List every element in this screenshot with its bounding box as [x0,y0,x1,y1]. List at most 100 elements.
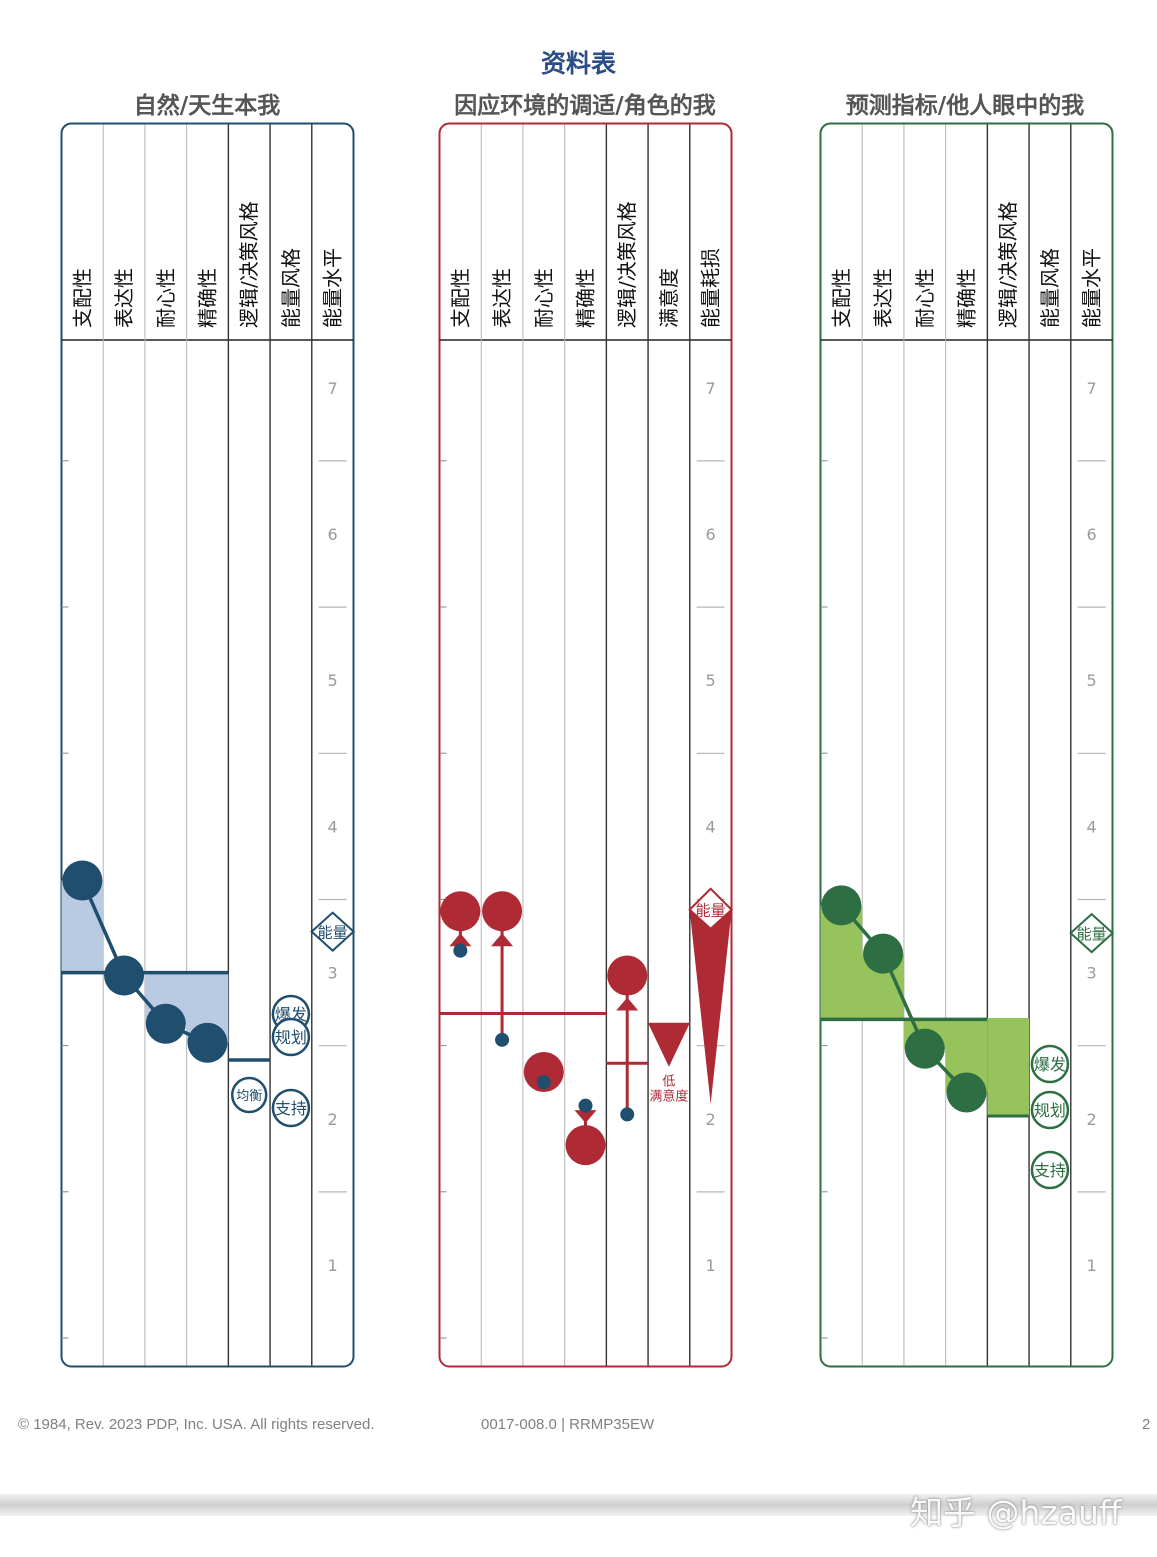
scale-tick-label: 5 [1087,671,1097,690]
watermark-text: 知乎 @hzauff [910,1493,1122,1532]
energy-style-label: 规划 [275,1028,307,1047]
panel-title-adapted: 因应环境的调适/角色的我 [454,93,716,119]
shift-arrow [574,1110,597,1124]
scale-tick-label: 2 [328,1110,338,1129]
scale-tick-label: 2 [706,1110,716,1129]
main-title: 资料表 [540,49,616,78]
column-header: 逻辑/决策风格 [996,201,1020,328]
page-number: 2 [1142,1416,1151,1433]
energy-level-label: 能量 [318,924,348,942]
shift-arrow [491,933,514,947]
copyright-text: © 1984, Rev. 2023 PDP, Inc. USA. All rig… [18,1416,375,1433]
trait-point [104,955,145,996]
energy-drain-label: 能量 [696,902,726,920]
energy-style-badge [1030,1090,1070,1130]
panel-title-natural: 自然/天生本我 [133,93,281,119]
panel-frame [438,122,733,1368]
scale-tick-label: 3 [328,964,338,983]
column-header: 精确性 [196,268,220,328]
document-code: 0017-008.0 | RRMP35EW [481,1416,655,1433]
natural-point [495,1032,510,1047]
column-header: 精确性 [574,268,598,328]
scale-tick-label: 5 [706,671,716,690]
column-header: 能量风格 [1038,248,1062,328]
energy-drain-wedge [689,909,732,1105]
energy-style-label: 爆发 [275,1005,307,1024]
satisfaction-label: 低 [662,1075,675,1090]
trait-point [946,1072,987,1113]
shift-arrow [616,997,639,1011]
scale-tick-label: 4 [706,817,716,836]
bottom-strip [0,1494,1157,1516]
trait-point [863,933,904,974]
satisfaction-label: 满意度 [649,1089,688,1105]
trait-point [482,891,523,932]
trait-point [440,891,481,932]
logic-style-badge [230,1076,268,1114]
column-header: 支配性 [829,268,853,328]
scale-tick-label: 4 [1087,817,1097,836]
energy-level-marker [310,911,356,953]
logic-style-fill [987,1018,1030,1116]
scale-tick-label: 6 [706,525,716,544]
energy-style-badge [271,1017,311,1057]
column-header: 能量水平 [321,248,345,328]
scale-tick-label: 2 [1087,1110,1097,1129]
natural-point [620,1107,635,1122]
trait-line [840,904,968,1094]
trait-line [80,879,209,1045]
scale-tick-label: 6 [328,525,338,544]
shift-arrow [449,933,472,947]
energy-style-badge [1030,1044,1070,1084]
energy-level-label: 能量 [1077,925,1107,943]
trait-point [523,1052,564,1093]
scale-tick-label: 1 [706,1256,716,1275]
column-header: 逻辑/决策风格 [237,201,261,328]
column-header: 耐心性 [532,268,556,328]
energy-style-label: 爆发 [1034,1055,1066,1074]
energy-style-label: 规划 [1034,1101,1066,1120]
scale-tick-label: 7 [328,379,338,398]
column-header: 精确性 [955,268,979,328]
column-header: 能量风格 [279,248,303,328]
scale-tick-label: 4 [328,817,338,836]
scale-tick-label: 7 [1087,379,1097,398]
energy-drain-marker [688,887,734,931]
trait-point [145,1003,186,1044]
column-header: 耐心性 [154,268,178,328]
column-header: 表达性 [490,268,514,328]
column-header: 能量耗损 [699,248,723,328]
logic-style-point [607,955,648,996]
trait-point [565,1125,606,1166]
trait-point [821,885,862,926]
scale-tick-label: 3 [1087,964,1097,983]
panel-frame [60,122,355,1368]
energy-style-label: 支持 [1034,1161,1066,1180]
satisfaction-marker [647,1022,690,1067]
logic-style-label: 均衡 [236,1089,262,1104]
natural-point [453,943,468,958]
column-header: 表达性 [871,268,895,328]
column-header: 支配性 [70,268,94,328]
column-header: 逻辑/决策风格 [615,201,639,328]
scale-tick-label: 1 [1087,1256,1097,1275]
panel-title-predictor: 预测指标/他人眼中的我 [845,93,1085,119]
column-header: 能量水平 [1080,248,1104,328]
scale-tick-label: 5 [328,671,338,690]
predictor-chart: 支配性表达性耐心性精确性逻辑/决策风格能量风格能量水平1234567均衡爆发规划… [819,122,1115,1368]
natural-point [536,1075,551,1090]
scale-tick-label: 1 [328,1256,338,1275]
column-header: 支配性 [448,268,472,328]
trait-point [904,1028,945,1069]
energy-style-badge [1030,1150,1070,1190]
energy-style-label: 支持 [275,1099,307,1118]
energy-level-marker [1069,912,1115,954]
column-header: 表达性 [112,268,136,328]
column-header: 满意度 [657,268,681,328]
trait-point [62,860,103,901]
energy-style-badge [271,1088,311,1128]
scale-tick-label: 6 [1087,525,1097,544]
natural-self-chart: 支配性 表达性 耐心性 精确性 逻辑/决策风格 能量风格 能量水平 1 2 3 4 5 6 7 均衡 爆发规划… [60,122,356,1368]
natural-point [578,1098,593,1113]
